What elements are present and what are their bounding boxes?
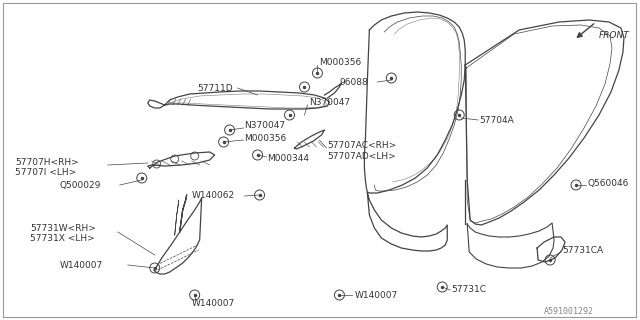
Text: A591001292: A591001292 bbox=[544, 308, 594, 316]
Text: FRONT: FRONT bbox=[599, 30, 630, 39]
Text: M000356: M000356 bbox=[319, 58, 362, 67]
Text: M000344: M000344 bbox=[268, 154, 310, 163]
Text: Q500029: Q500029 bbox=[60, 180, 101, 189]
Text: Q560046: Q560046 bbox=[587, 179, 628, 188]
Text: M000356: M000356 bbox=[244, 133, 287, 142]
Text: W140062: W140062 bbox=[191, 190, 235, 199]
Text: 57711D: 57711D bbox=[198, 84, 234, 92]
Text: 57731CA: 57731CA bbox=[562, 245, 603, 254]
Text: 57707AD<LH>: 57707AD<LH> bbox=[328, 151, 396, 161]
Text: 57731X <LH>: 57731X <LH> bbox=[30, 234, 95, 243]
Text: N370047: N370047 bbox=[310, 98, 351, 107]
Text: N370047: N370047 bbox=[244, 121, 285, 130]
Text: 57731C: 57731C bbox=[451, 285, 486, 294]
Text: 96088: 96088 bbox=[339, 77, 368, 86]
Text: 57731W<RH>: 57731W<RH> bbox=[30, 223, 96, 233]
Text: 57707H<RH>: 57707H<RH> bbox=[15, 157, 79, 166]
Text: 57707AC<RH>: 57707AC<RH> bbox=[328, 140, 397, 149]
Text: 57707I <LH>: 57707I <LH> bbox=[15, 167, 76, 177]
Text: W140007: W140007 bbox=[191, 299, 235, 308]
Text: 57704A: 57704A bbox=[479, 116, 514, 124]
Text: W140007: W140007 bbox=[355, 291, 397, 300]
Text: W140007: W140007 bbox=[60, 260, 103, 269]
